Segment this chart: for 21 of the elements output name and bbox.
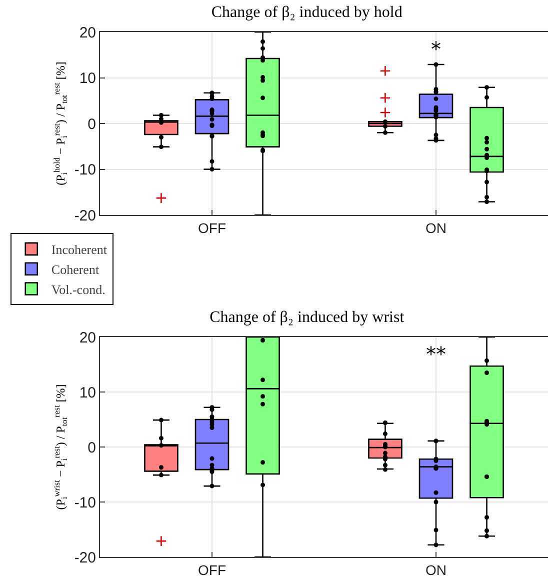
y-tick-label: 20 [79,24,96,42]
legend-label: Vol.-cond. [51,282,106,297]
y-tick-label: -20 [74,207,96,224]
annotation: ** [426,342,446,366]
y-tick-label: 10 [79,70,96,87]
y-tick-label: 0 [88,439,96,456]
x-tick-label: OFF [198,562,226,578]
chart-title: Change of β₂ induced by wrist [210,309,405,326]
x-tick-label: OFF [198,220,226,236]
y-tick-label: -10 [74,162,96,178]
y-tick-label: -10 [74,494,96,512]
legend-label: Incoherent [51,242,108,258]
y-tick-label: -20 [74,549,96,566]
y-tick-label: 10 [79,384,96,402]
y-tick-label: 0 [88,116,96,133]
x-tick-label: ON [426,562,446,578]
y-tick-label: 20 [79,329,96,346]
chart-title: Change of β₂ induced by hold [211,4,402,22]
legend-label: Coherent [51,262,100,277]
x-tick-label: ON [426,220,446,236]
annotation: * [431,37,441,61]
